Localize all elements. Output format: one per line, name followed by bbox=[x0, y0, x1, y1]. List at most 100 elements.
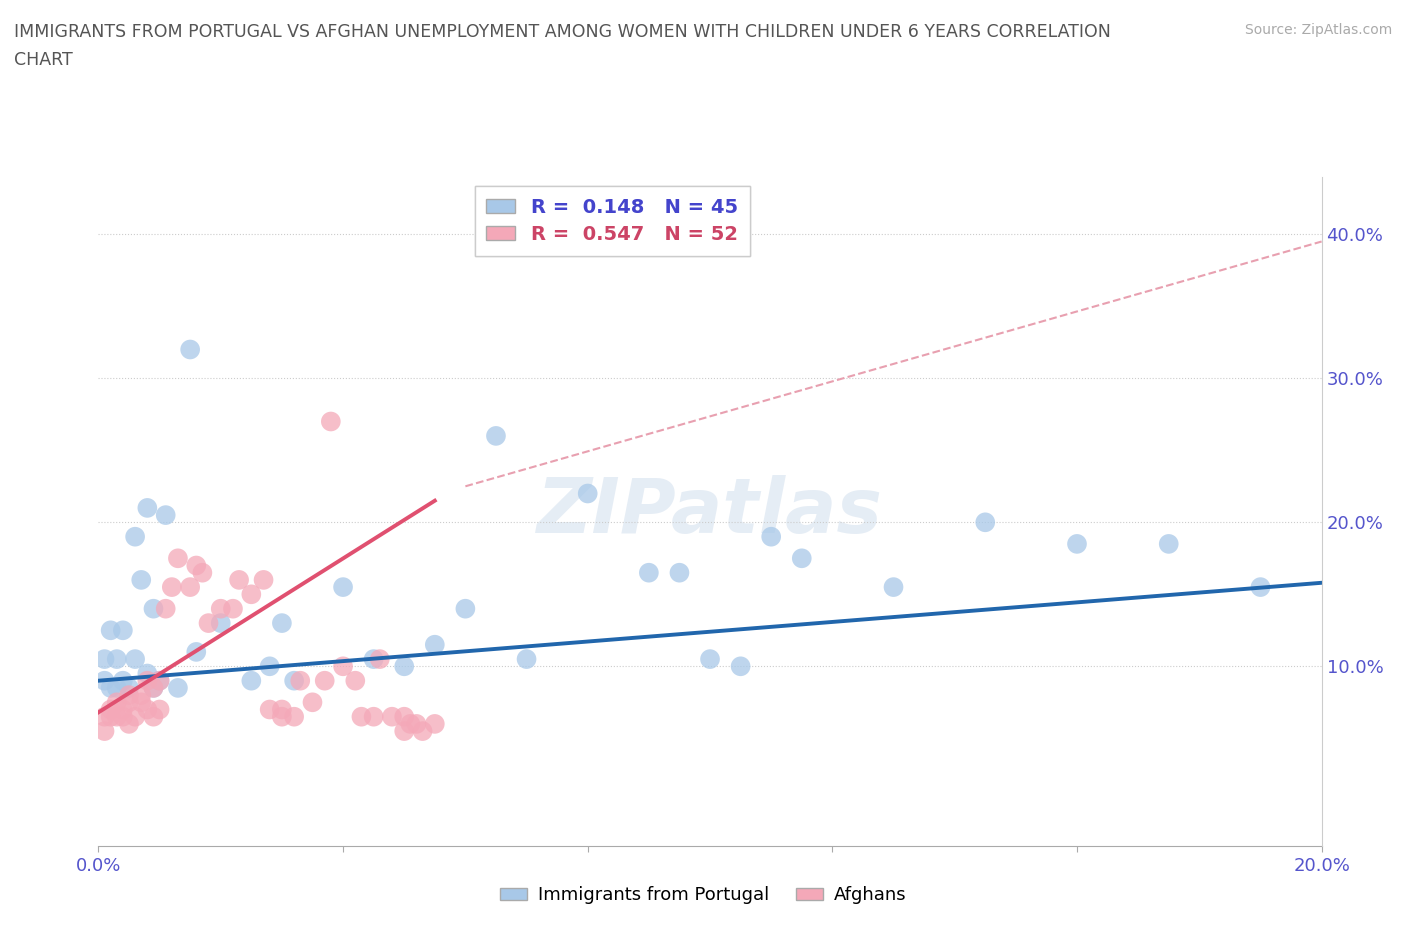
Point bbox=[136, 702, 159, 717]
Point bbox=[136, 666, 159, 681]
Point bbox=[197, 616, 219, 631]
Point bbox=[1249, 579, 1271, 594]
Point bbox=[118, 695, 141, 710]
Point bbox=[142, 710, 165, 724]
Point bbox=[730, 658, 752, 673]
Text: ZIPatlas: ZIPatlas bbox=[537, 474, 883, 549]
Point bbox=[283, 710, 305, 724]
Point bbox=[668, 565, 690, 580]
Point bbox=[423, 637, 446, 652]
Point bbox=[399, 716, 422, 731]
Point bbox=[186, 644, 208, 659]
Point bbox=[270, 710, 292, 724]
Point bbox=[1066, 537, 1088, 551]
Point bbox=[149, 673, 172, 688]
Point bbox=[405, 716, 427, 731]
Point bbox=[381, 710, 404, 724]
Point bbox=[136, 673, 159, 688]
Point bbox=[179, 342, 201, 357]
Point bbox=[699, 652, 721, 667]
Point bbox=[129, 695, 152, 710]
Point bbox=[240, 587, 263, 602]
Point bbox=[111, 702, 134, 717]
Legend: Immigrants from Portugal, Afghans: Immigrants from Portugal, Afghans bbox=[492, 879, 914, 911]
Point bbox=[1157, 537, 1180, 551]
Text: IMMIGRANTS FROM PORTUGAL VS AFGHAN UNEMPLOYMENT AMONG WOMEN WITH CHILDREN UNDER : IMMIGRANTS FROM PORTUGAL VS AFGHAN UNEMP… bbox=[14, 23, 1111, 41]
Point bbox=[111, 673, 134, 688]
Point bbox=[350, 710, 373, 724]
Point bbox=[167, 551, 190, 565]
Point bbox=[368, 652, 391, 667]
Point bbox=[209, 602, 232, 617]
Point bbox=[576, 486, 599, 501]
Point bbox=[516, 652, 538, 667]
Point bbox=[759, 529, 782, 544]
Point bbox=[240, 673, 263, 688]
Point bbox=[129, 687, 152, 702]
Point bbox=[186, 558, 208, 573]
Point bbox=[105, 710, 128, 724]
Point bbox=[105, 652, 128, 667]
Point bbox=[118, 687, 141, 702]
Point bbox=[155, 602, 177, 617]
Point bbox=[142, 681, 165, 696]
Point bbox=[392, 658, 416, 673]
Point bbox=[485, 429, 508, 444]
Point bbox=[160, 579, 183, 594]
Point bbox=[93, 724, 115, 738]
Legend: R =  0.148   N = 45, R =  0.547   N = 52: R = 0.148 N = 45, R = 0.547 N = 52 bbox=[475, 186, 749, 256]
Point bbox=[332, 579, 354, 594]
Point bbox=[209, 616, 232, 631]
Point bbox=[290, 673, 312, 688]
Point bbox=[149, 702, 172, 717]
Point bbox=[142, 602, 165, 617]
Point bbox=[93, 673, 115, 688]
Point bbox=[136, 500, 159, 515]
Point bbox=[454, 602, 477, 617]
Point bbox=[105, 695, 128, 710]
Point bbox=[167, 681, 190, 696]
Point bbox=[111, 623, 134, 638]
Point bbox=[105, 681, 128, 696]
Point bbox=[314, 673, 336, 688]
Point bbox=[259, 702, 281, 717]
Point bbox=[129, 573, 152, 588]
Point bbox=[111, 710, 134, 724]
Point bbox=[124, 529, 146, 544]
Point bbox=[118, 681, 141, 696]
Point bbox=[392, 710, 416, 724]
Point bbox=[100, 623, 122, 638]
Point bbox=[270, 702, 292, 717]
Point bbox=[363, 710, 385, 724]
Point bbox=[118, 716, 141, 731]
Point bbox=[790, 551, 813, 565]
Point bbox=[301, 695, 323, 710]
Point bbox=[344, 673, 367, 688]
Point bbox=[93, 710, 115, 724]
Point bbox=[283, 673, 305, 688]
Point bbox=[142, 681, 165, 696]
Point bbox=[149, 673, 172, 688]
Text: CHART: CHART bbox=[14, 51, 73, 69]
Point bbox=[412, 724, 434, 738]
Point bbox=[319, 414, 342, 429]
Point bbox=[637, 565, 661, 580]
Point bbox=[124, 710, 146, 724]
Point bbox=[363, 652, 385, 667]
Point bbox=[100, 681, 122, 696]
Point bbox=[179, 579, 201, 594]
Point bbox=[191, 565, 214, 580]
Point bbox=[423, 716, 446, 731]
Point bbox=[332, 658, 354, 673]
Point bbox=[93, 652, 115, 667]
Point bbox=[252, 573, 274, 588]
Point bbox=[100, 710, 122, 724]
Point bbox=[392, 724, 416, 738]
Point bbox=[974, 515, 997, 530]
Point bbox=[228, 573, 250, 588]
Point bbox=[100, 702, 122, 717]
Point bbox=[124, 652, 146, 667]
Point bbox=[259, 658, 281, 673]
Point bbox=[222, 602, 245, 617]
Point bbox=[155, 508, 177, 523]
